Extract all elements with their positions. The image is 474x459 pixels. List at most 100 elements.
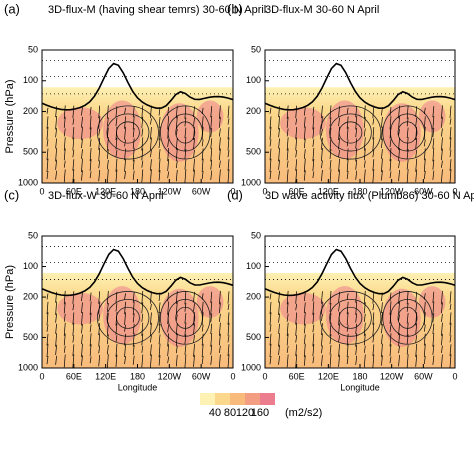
flux-arrow <box>355 138 358 149</box>
flux-arrow <box>184 303 187 312</box>
flux-arrow <box>338 117 340 127</box>
x-tick-label: 180 <box>130 371 145 381</box>
flux-arrow <box>227 137 230 151</box>
shading-core <box>196 100 224 133</box>
flux-arrow <box>89 356 92 364</box>
flux-arrow <box>81 312 83 326</box>
flux-arrow <box>441 169 443 183</box>
flux-arrow <box>415 137 418 150</box>
flux-arrow <box>72 335 75 343</box>
colorbar-tick-label: 40 <box>209 407 221 419</box>
flux-arrow <box>158 312 161 326</box>
flux-arrow <box>98 323 101 336</box>
flux-arrow <box>406 344 409 355</box>
flux-arrow <box>338 323 340 335</box>
flux-arrow <box>363 128 366 137</box>
flux-arrow <box>346 148 349 161</box>
flux-arrow <box>269 126 272 140</box>
flux-arrow <box>106 127 109 139</box>
flux-arrow <box>321 291 323 304</box>
flux-arrow <box>55 291 57 303</box>
flux-arrow <box>63 313 66 322</box>
flux-arrow <box>312 159 315 172</box>
flux-arrow <box>175 137 178 150</box>
flux-arrow <box>219 169 221 183</box>
flux-arrow <box>72 322 75 336</box>
flux-arrow <box>423 301 426 315</box>
flux-arrow <box>124 126 126 140</box>
flux-arrow <box>432 291 435 303</box>
flux-arrow <box>449 335 452 343</box>
flux-arrow <box>269 116 272 129</box>
flux-arrow <box>167 292 170 302</box>
flux-arrow <box>295 312 298 325</box>
flux-arrow <box>329 169 332 183</box>
flux-arrow <box>269 148 272 161</box>
flux-arrow <box>303 312 306 326</box>
flux-arrow <box>63 160 66 168</box>
flux-arrow <box>201 333 204 346</box>
flux-arrow <box>321 105 323 119</box>
flux-arrow <box>46 116 49 129</box>
flux-arrow <box>89 159 92 172</box>
flux-arrow <box>46 293 49 300</box>
flux-arrow <box>295 303 298 311</box>
flux-arrow <box>381 323 383 334</box>
flux-arrow <box>98 137 101 150</box>
flux-arrow <box>193 149 195 158</box>
flux-arrow <box>355 115 358 130</box>
flux-arrow <box>167 106 170 116</box>
flux-arrow <box>398 354 400 367</box>
flux-arrow <box>98 345 101 354</box>
x-tick-label: 0 <box>39 186 44 196</box>
flux-arrow <box>115 354 118 367</box>
flux-arrow <box>141 313 144 322</box>
flux-arrow <box>55 170 57 180</box>
flux-arrow <box>295 335 298 343</box>
x-tick-label: 120E <box>95 186 116 196</box>
flux-arrow <box>106 302 109 312</box>
flux-arrow <box>227 105 230 119</box>
flux-arrow <box>158 107 161 116</box>
x-tick-label: 0 <box>39 371 44 381</box>
flux-arrow <box>115 126 118 140</box>
flux-arrow <box>184 127 187 139</box>
flux-arrow <box>278 355 280 365</box>
flux-arrow <box>158 343 161 358</box>
flux-arrow <box>201 356 204 365</box>
flux-arrow <box>150 159 152 171</box>
flux-arrow <box>312 301 315 315</box>
flux-arrow <box>355 355 358 365</box>
flux-arrow <box>55 128 57 138</box>
flux-arrow <box>278 323 280 334</box>
flux-arrow <box>184 117 187 127</box>
flux-arrow <box>372 137 375 151</box>
colorbar-segment <box>260 393 275 405</box>
flux-arrow <box>423 312 426 326</box>
flux-arrow <box>63 128 66 137</box>
flux-arrow <box>106 169 109 183</box>
flux-arrow <box>372 354 375 368</box>
flux-arrow <box>193 169 195 182</box>
flux-arrow <box>72 354 75 368</box>
flux-arrow <box>303 334 306 345</box>
x-tick-label: 0 <box>230 186 235 196</box>
colorbar-tick-label: 80 <box>224 407 236 419</box>
x-tick-label: 60W <box>414 371 433 381</box>
flux-arrow <box>106 117 109 127</box>
flux-arrow <box>355 323 358 334</box>
flux-arrow <box>98 314 101 321</box>
flux-arrow <box>372 105 375 119</box>
flux-arrow <box>89 301 92 315</box>
flux-arrow <box>141 160 144 168</box>
flux-arrow <box>158 116 161 128</box>
flux-arrow <box>193 106 195 117</box>
flux-arrow <box>167 148 170 162</box>
flux-arrow <box>372 312 375 325</box>
contour-line <box>106 113 150 152</box>
y-tick-label: 1000 <box>241 362 261 372</box>
flux-arrow <box>423 107 426 115</box>
flux-arrow <box>423 324 426 332</box>
flux-arrow <box>55 344 57 355</box>
flux-arrow <box>115 335 118 343</box>
